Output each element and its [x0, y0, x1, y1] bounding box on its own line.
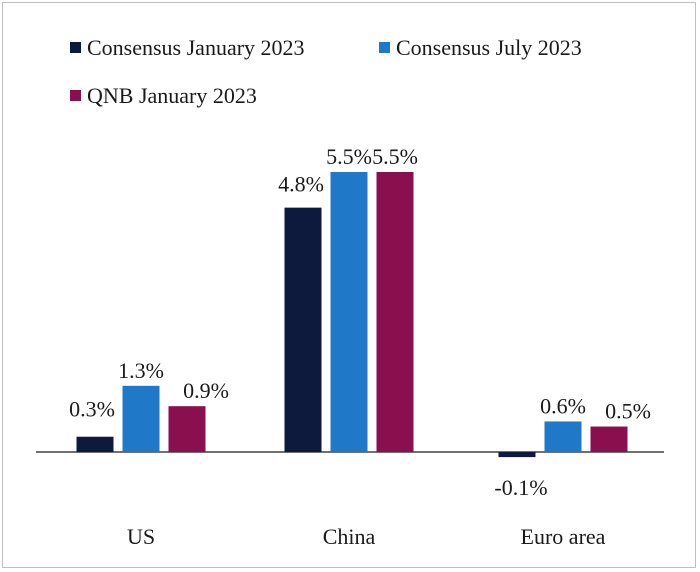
- data-label: 0.5%: [605, 399, 651, 424]
- legend-label: QNB January 2023: [87, 83, 257, 108]
- category-label: Euro area: [521, 524, 606, 549]
- data-label: 0.9%: [183, 378, 229, 403]
- legend-swatch: [379, 42, 390, 53]
- category-label: China: [323, 524, 376, 549]
- bar: [330, 172, 368, 452]
- bar: [76, 436, 114, 452]
- bar: [590, 426, 628, 452]
- bar: [122, 385, 160, 452]
- data-label: -0.1%: [494, 475, 547, 500]
- legend-swatch: [70, 90, 81, 101]
- data-label: 5.5%: [326, 144, 372, 169]
- data-label: 0.3%: [69, 397, 115, 422]
- data-label: 5.5%: [372, 144, 418, 169]
- data-label: 0.6%: [540, 393, 586, 418]
- bar: [498, 452, 536, 458]
- category-label: US: [127, 524, 155, 549]
- data-label: 4.8%: [278, 172, 324, 197]
- bar: [544, 421, 582, 452]
- bar: [168, 406, 206, 452]
- legend-label: Consensus January 2023: [87, 35, 305, 60]
- bar: [376, 172, 414, 452]
- legend-swatch: [70, 42, 81, 53]
- data-label: 1.3%: [118, 358, 164, 383]
- bar: [284, 207, 322, 452]
- legend-label: Consensus July 2023: [396, 35, 582, 60]
